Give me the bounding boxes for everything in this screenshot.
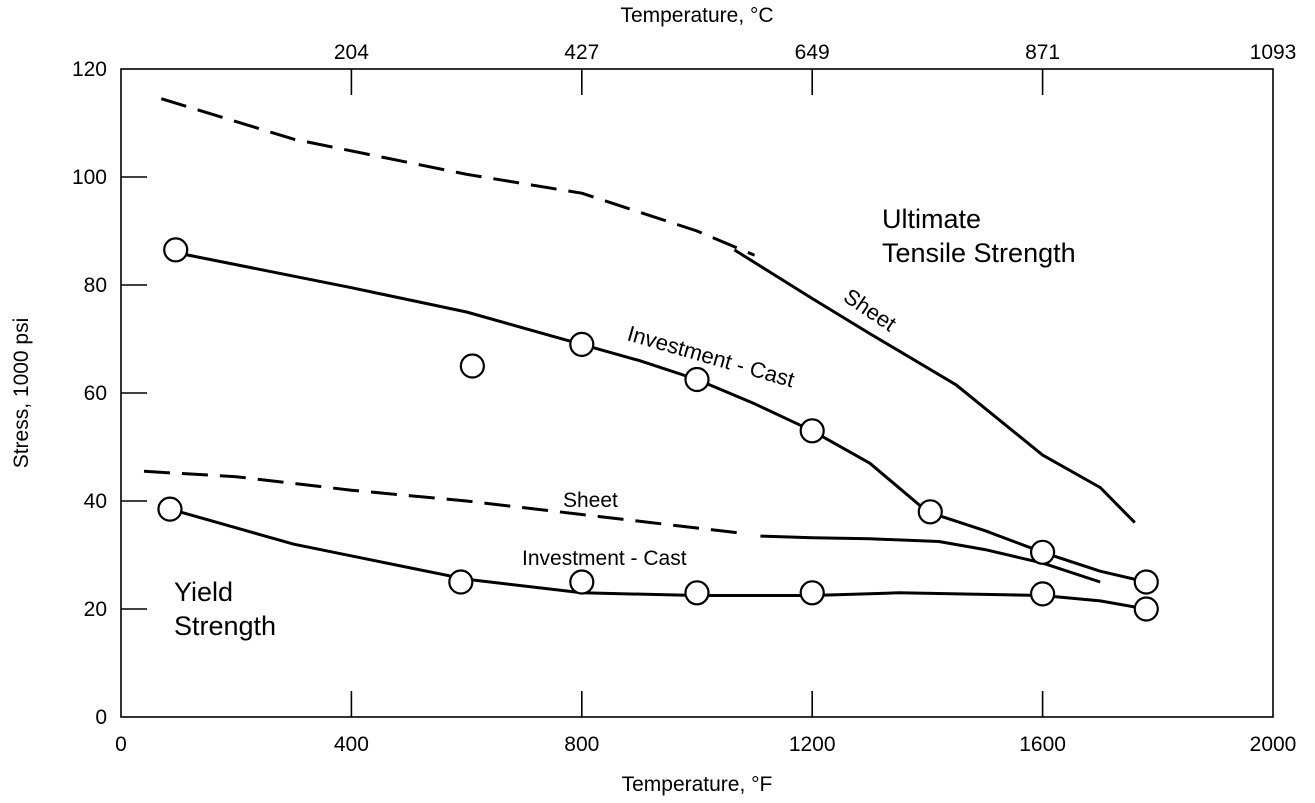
plot-frame <box>120 68 1274 718</box>
top-axis-title: Temperature, °C <box>620 4 773 27</box>
uts-cast-label: Investment - Cast <box>625 321 798 393</box>
data-point <box>1029 539 1056 565</box>
series-line-ultimate-tensile-strength-investment-cast-solid <box>175 251 1147 584</box>
y-axis-ticks: 0 20 40 60 80 100 120 <box>72 58 147 729</box>
y-axis-title: Stress, 1000 psi <box>10 318 33 469</box>
uts-label-line2: Tensile Strength <box>882 238 1076 268</box>
top-tick-label: 649 <box>795 41 830 64</box>
y-tick-label: 40 <box>84 490 107 513</box>
y-tick-label: 20 <box>84 598 107 621</box>
x-tick-label: 2000 <box>1250 733 1297 756</box>
data-point <box>1133 596 1159 622</box>
y-tick-label: 100 <box>72 166 107 189</box>
curves <box>143 97 1147 611</box>
data-point <box>448 569 474 595</box>
top-tick-label: 871 <box>1025 41 1060 64</box>
ys-label-line1: Yield <box>174 577 233 607</box>
data-point <box>684 366 710 393</box>
uts-label-line1: Ultimate <box>882 204 981 234</box>
y-tick-label: 120 <box>72 58 107 81</box>
data-point <box>1133 569 1159 595</box>
x-tick-label: 800 <box>564 733 599 756</box>
ys-label-line2: Strength <box>174 611 276 641</box>
y-tick-label: 60 <box>84 382 107 405</box>
data-point <box>459 353 485 379</box>
x-axis-ticks: 0 400 800 1200 1600 2000 <box>115 691 1296 756</box>
ys-cast-label: Investment - Cast <box>522 547 687 570</box>
data-point <box>917 499 943 525</box>
data-point <box>157 496 183 522</box>
top-axis-ticks: 204 427 649 871 1093 <box>334 41 1296 95</box>
x-tick-label: 1200 <box>789 733 836 756</box>
ys-sheet-label: Sheet <box>563 489 618 512</box>
data-point <box>569 569 595 595</box>
top-tick-label: 427 <box>564 41 599 64</box>
x-tick-label: 400 <box>334 733 369 756</box>
data-point <box>799 418 825 444</box>
series-line-yield-strength-sheet-dashed <box>143 469 744 535</box>
series-line-yield-strength-investment-cast-solid <box>169 507 1147 611</box>
data-point <box>569 331 595 357</box>
x-tick-label: 0 <box>115 733 127 756</box>
data-point <box>684 580 710 606</box>
y-tick-label: 80 <box>84 274 107 297</box>
series-line-ultimate-tensile-strength-sheet-dashed <box>160 97 756 257</box>
series-line-ultimate-tensile-strength-sheet-solid <box>733 248 1136 524</box>
x-tick-label: 1600 <box>1019 733 1066 756</box>
x-axis-title: Temperature, °F <box>622 773 773 796</box>
top-tick-label: 204 <box>334 41 369 64</box>
uts-sheet-label: Sheet <box>839 283 901 336</box>
data-markers <box>157 237 1159 622</box>
top-tick-label: 1093 <box>1250 41 1297 64</box>
data-point <box>163 237 189 263</box>
data-point <box>1029 581 1056 607</box>
data-point <box>799 580 825 606</box>
y-tick-label: 0 <box>95 706 107 729</box>
